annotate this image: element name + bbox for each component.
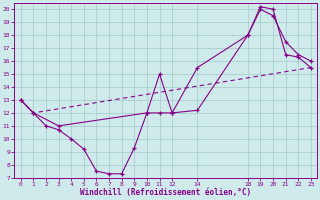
X-axis label: Windchill (Refroidissement éolien,°C): Windchill (Refroidissement éolien,°C) xyxy=(80,188,252,197)
